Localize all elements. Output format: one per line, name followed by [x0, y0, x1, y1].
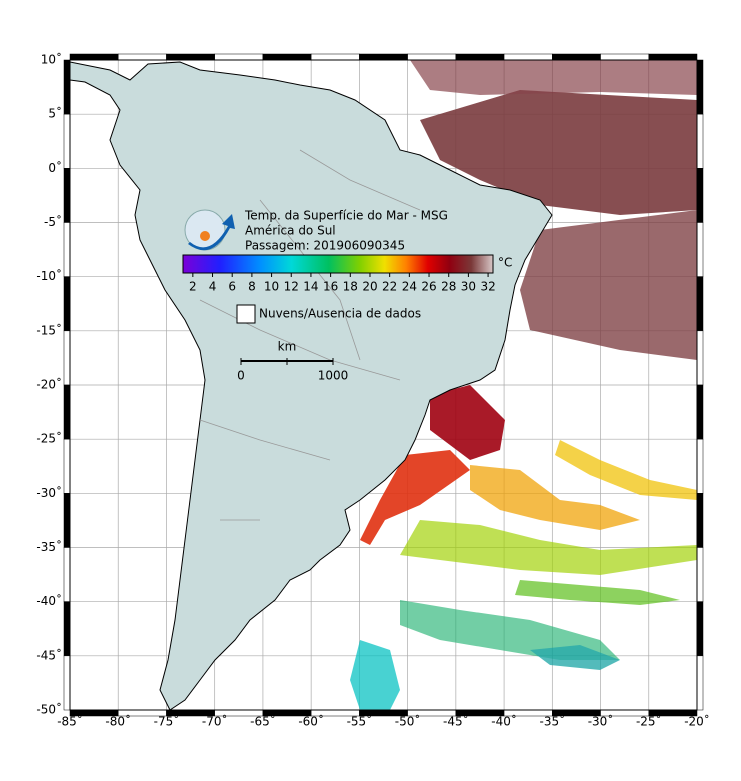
frame-segment — [63, 384, 71, 440]
lat-tick-label: -20˚ — [36, 377, 62, 392]
lat-tick-label: -45˚ — [36, 647, 62, 662]
frame-segment — [696, 276, 704, 332]
title-line: Temp. da Superfície do Mar - MSG — [244, 209, 448, 223]
lon-tick-label: -45˚ — [443, 714, 469, 729]
frame-segment — [696, 438, 704, 494]
lat-tick-label: -35˚ — [36, 539, 62, 554]
lon-tick-label: -55˚ — [347, 714, 373, 729]
legend-label: Nuvens/Ausencia de dados — [259, 307, 421, 321]
colorbar-tick-label: 20 — [362, 280, 377, 294]
frame-segment — [63, 330, 71, 386]
lon-tick-label: -80˚ — [105, 714, 131, 729]
lon-tick-label: -65˚ — [250, 714, 276, 729]
lat-tick-label: 10˚ — [41, 52, 62, 67]
colorbar-tick-label: 32 — [480, 280, 495, 294]
frame-segment — [166, 53, 215, 61]
frame-segment — [262, 53, 312, 61]
frame-segment — [696, 547, 704, 602]
lat-tick-label: 0˚ — [48, 160, 62, 175]
frame-segment — [696, 493, 704, 548]
frame-segment — [648, 53, 698, 61]
frame-segment — [552, 53, 601, 61]
colorbar-tick-label: 6 — [228, 280, 236, 294]
lon-tick-label: -40˚ — [491, 714, 517, 729]
scale-label: 0 — [237, 369, 245, 383]
frame-segment — [455, 53, 505, 61]
frame-segment — [214, 53, 264, 61]
title-line: América do Sul — [245, 224, 336, 238]
colorbar-tick-label: 16 — [323, 280, 338, 294]
lat-tick-label: -50˚ — [36, 702, 62, 717]
scale-unit: km — [278, 340, 297, 354]
frame-segment — [696, 222, 704, 277]
colorbar-tick-label: 28 — [441, 280, 456, 294]
frame-segment — [63, 601, 71, 657]
colorbar-tick-label: 12 — [284, 280, 299, 294]
frame-segment — [63, 222, 71, 277]
frame — [69, 59, 698, 711]
map-area — [70, 60, 697, 710]
colorbar-tick-label: 24 — [402, 280, 417, 294]
frame-segment — [696, 59, 704, 115]
colorbar-tick-label: 4 — [209, 280, 217, 294]
frame-segment — [117, 53, 167, 61]
logo-arrow — [188, 214, 235, 251]
lat-tick-label: -15˚ — [36, 322, 62, 337]
frame-segment — [696, 601, 704, 657]
frame-segment — [63, 438, 71, 494]
colorbar-tick-label: 14 — [303, 280, 318, 294]
frame-segment — [696, 113, 704, 169]
frame-segment — [63, 655, 71, 711]
lat-tick-label: 5˚ — [48, 106, 62, 121]
frame-segment — [63, 276, 71, 332]
frame-segment — [696, 384, 704, 440]
frame-segment — [63, 168, 71, 223]
scale-label: 1000 — [318, 369, 349, 383]
sst-patches — [350, 60, 697, 710]
frame-segment — [63, 113, 71, 169]
colorbar-tick-label: 10 — [264, 280, 279, 294]
lon-tick-label: -75˚ — [154, 714, 180, 729]
frame-segment — [600, 53, 650, 61]
scale-bar — [240, 358, 334, 365]
frame-segment — [503, 53, 553, 61]
lon-tick-label: -35˚ — [540, 714, 566, 729]
frame-segment — [407, 53, 457, 61]
lon-tick-label: -60˚ — [298, 714, 324, 729]
frame-segment — [359, 53, 408, 61]
lat-tick-label: -5˚ — [44, 214, 62, 229]
frame-segment — [63, 59, 71, 115]
colorbar-tick-label: 22 — [382, 280, 397, 294]
frame-segment — [69, 53, 119, 61]
lon-tick-label: -50˚ — [395, 714, 421, 729]
frame-segment — [63, 493, 71, 548]
colorbar-tick-label: 8 — [248, 280, 256, 294]
colorbar-tick-label: 2 — [189, 280, 197, 294]
lon-tick-label: -70˚ — [202, 714, 228, 729]
frame-segment — [696, 330, 704, 386]
lat-tick-label: -30˚ — [36, 485, 62, 500]
logo-sun — [200, 231, 210, 241]
borders — [199, 149, 421, 521]
colorbar-tick-label: 18 — [343, 280, 358, 294]
title-line: Passagem: 201906090345 — [245, 239, 405, 253]
colorbar-tick-label: 30 — [461, 280, 476, 294]
frame-segment — [696, 168, 704, 223]
colorbar — [182, 254, 494, 274]
legend-swatch — [236, 304, 256, 324]
lat-tick-label: -40˚ — [36, 593, 62, 608]
frame-segment — [63, 547, 71, 602]
colorbar-tick-label: 26 — [421, 280, 436, 294]
frame-segment — [310, 53, 360, 61]
lon-tick-label: -20˚ — [684, 714, 710, 729]
lat-tick-label: -25˚ — [36, 431, 62, 446]
lat-tick-label: -10˚ — [36, 268, 62, 283]
lon-tick-label: -30˚ — [588, 714, 614, 729]
colorbar-unit: °C — [498, 256, 512, 270]
lon-tick-label: -25˚ — [636, 714, 662, 729]
lon-tick-label: -85˚ — [57, 714, 83, 729]
frame-segment — [696, 655, 704, 711]
